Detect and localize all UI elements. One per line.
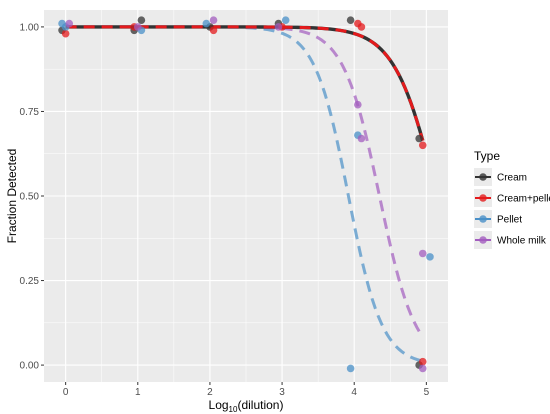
legend-label-cream-pellet: Cream+pellet (497, 194, 550, 205)
point-whole-milk (209, 16, 218, 24)
y-axis-title: Fraction Detected (5, 149, 19, 244)
y-axis: 0.00 0.25 0.50 0.75 1.00 (20, 22, 44, 372)
point-pellet (426, 253, 434, 261)
y-tick-label: 0.50 (20, 192, 40, 203)
point-cream-pellet (61, 29, 70, 38)
x-tick-label: 4 (351, 387, 357, 398)
point-pellet (202, 19, 211, 28)
legend: Type Cream Cream+pellet Pellet Whole milk (474, 149, 550, 249)
fitted-curves (65, 25, 425, 363)
point-whole-milk (418, 249, 427, 258)
x-tick-label: 0 (63, 387, 69, 398)
y-tick-label: 0.75 (20, 107, 40, 118)
legend-key-point-cream-pellet (479, 194, 487, 202)
point-cream-pellet (418, 141, 427, 150)
curve-cream-pellet (65, 25, 425, 142)
point-whole-milk (418, 364, 427, 373)
legend-title: Type (474, 149, 500, 163)
x-axis-title: Log10(dilution) (209, 398, 284, 414)
legend-label-whole-milk: Whole milk (497, 236, 547, 247)
point-cream (415, 134, 423, 143)
legend-key-point-whole-milk (479, 236, 487, 244)
y-tick-label: 0.00 (20, 361, 40, 372)
legend-label-pellet: Pellet (497, 215, 522, 226)
point-whole-milk (65, 19, 74, 28)
point-cream (137, 16, 146, 24)
x-tick-label: 1 (135, 387, 141, 398)
x-tick-label: 5 (424, 387, 430, 398)
legend-key-point-pellet (479, 215, 487, 223)
data-points (58, 16, 434, 373)
legend-label-cream: Cream (497, 173, 527, 184)
point-cream-pellet (418, 357, 427, 366)
grid-lines (44, 10, 448, 382)
point-pellet (346, 364, 355, 373)
point-cream-pellet (209, 26, 218, 35)
y-tick-label: 0.25 (20, 276, 40, 287)
x-axis: 0 1 2 3 4 5 (63, 382, 430, 398)
point-whole-milk (354, 100, 362, 109)
x-tick-label: 3 (279, 387, 285, 398)
legend-key-point-cream (479, 173, 487, 181)
point-pellet (281, 16, 290, 24)
point-whole-milk (274, 23, 283, 31)
x-tick-label: 2 (207, 387, 213, 398)
point-whole-milk (133, 23, 142, 31)
y-tick-label: 1.00 (20, 22, 40, 33)
point-cream (346, 16, 355, 24)
point-cream-pellet (357, 23, 366, 31)
point-whole-milk (357, 134, 366, 143)
